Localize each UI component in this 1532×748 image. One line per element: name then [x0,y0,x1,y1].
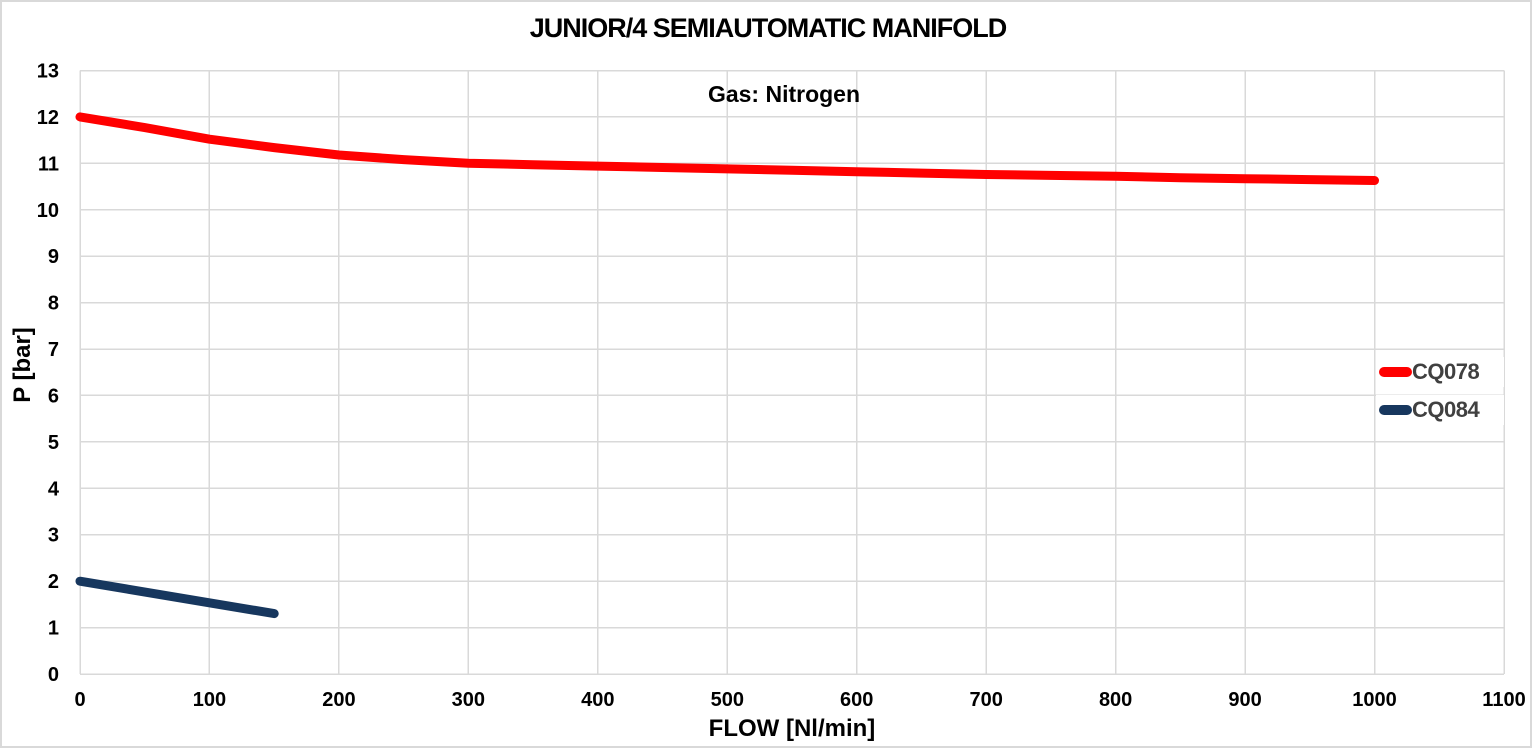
y-tick-label: 9 [48,246,59,268]
x-tick-label: 700 [969,689,1002,711]
legend-label: CQ078 [1412,359,1480,384]
y-tick-label: 12 [37,107,59,129]
y-tick-label: 10 [37,200,59,222]
y-tick-label: 7 [48,339,59,361]
x-tick-label: 800 [1099,689,1132,711]
y-tick-label: 5 [48,432,59,454]
y-tick-label: 13 [37,61,59,83]
x-tick-label: 1000 [1352,689,1397,711]
y-tick-label: 1 [48,618,59,640]
x-tick-label: 100 [193,689,226,711]
legend-line-icon [1379,405,1412,415]
legend-line-icon [1379,367,1412,377]
y-tick-label: 11 [38,153,59,175]
legend-item-cq084: CQ084 [1376,395,1504,425]
legend-item-cq078: CQ078 [1376,357,1504,387]
legend-label: CQ084 [1412,397,1480,422]
y-tick-label: 3 [48,525,59,547]
x-tick-label: 200 [322,689,355,711]
y-tick-label: 4 [48,478,60,500]
x-tick-label: 300 [452,689,485,711]
y-tick-label: 2 [48,571,59,593]
chart-title: JUNIOR/4 SEMIAUTOMATIC MANIFOLD [529,13,1008,43]
y-tick-label: 6 [48,385,59,407]
x-tick-label: 1100 [1482,689,1525,711]
y-tick-label: 0 [48,664,59,686]
x-axis-title: FLOW [Nl/min] [708,715,876,742]
x-tick-label: 500 [711,689,744,711]
y-tick-label: 8 [48,293,59,315]
x-tick-label: 0 [74,689,85,711]
x-tick-label: 400 [581,689,614,711]
series-line-cq084 [75,576,279,619]
series-line-cq078 [75,112,1379,185]
x-tick-label: 600 [840,689,873,711]
y-axis-title: P [bar] [9,327,36,403]
x-tick-label: 900 [1228,689,1261,711]
gas-annotation: Gas: Nitrogen [707,81,861,107]
legend: CQ078 CQ084 [1376,357,1504,425]
